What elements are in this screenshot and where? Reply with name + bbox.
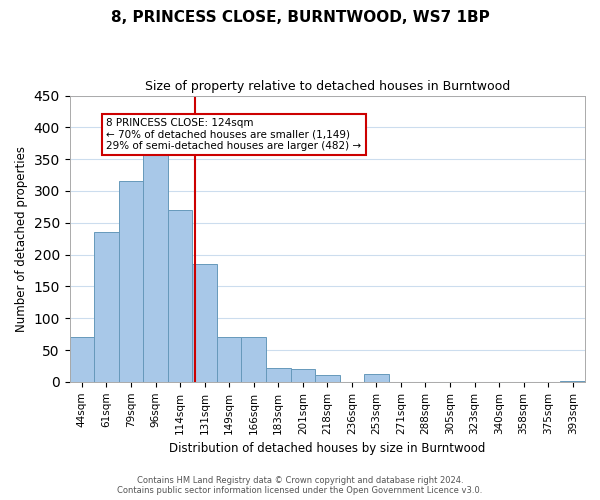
Bar bbox=[217, 338, 241, 382]
Text: Contains HM Land Registry data © Crown copyright and database right 2024.
Contai: Contains HM Land Registry data © Crown c… bbox=[118, 476, 482, 495]
Bar bbox=[364, 374, 389, 382]
Bar bbox=[143, 146, 168, 382]
Bar bbox=[70, 338, 94, 382]
Text: 8 PRINCESS CLOSE: 124sqm
← 70% of detached houses are smaller (1,149)
29% of sem: 8 PRINCESS CLOSE: 124sqm ← 70% of detach… bbox=[106, 118, 362, 151]
Y-axis label: Number of detached properties: Number of detached properties bbox=[15, 146, 28, 332]
Bar bbox=[94, 232, 119, 382]
Bar bbox=[560, 380, 585, 382]
Bar bbox=[266, 368, 290, 382]
Bar bbox=[241, 338, 266, 382]
Bar bbox=[315, 376, 340, 382]
Text: 8, PRINCESS CLOSE, BURNTWOOD, WS7 1BP: 8, PRINCESS CLOSE, BURNTWOOD, WS7 1BP bbox=[110, 10, 490, 25]
X-axis label: Distribution of detached houses by size in Burntwood: Distribution of detached houses by size … bbox=[169, 442, 485, 455]
Bar bbox=[193, 264, 217, 382]
Title: Size of property relative to detached houses in Burntwood: Size of property relative to detached ho… bbox=[145, 80, 510, 93]
Bar bbox=[290, 369, 315, 382]
Bar bbox=[119, 182, 143, 382]
Bar bbox=[168, 210, 193, 382]
